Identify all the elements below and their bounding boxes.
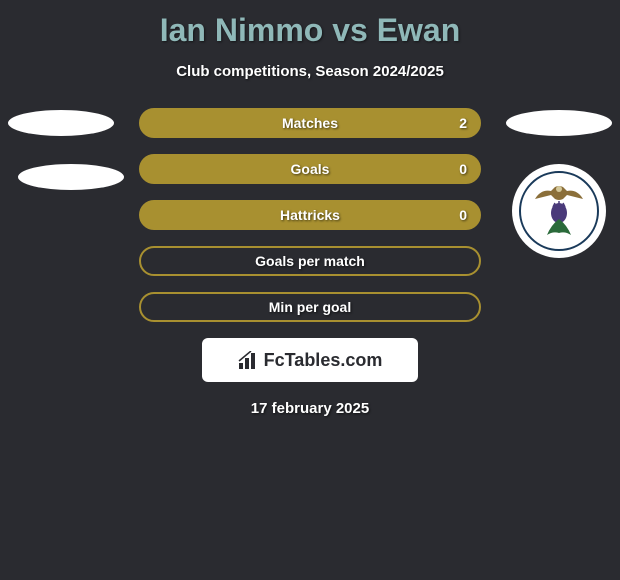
stat-bar-min-per-goal: Min per goal — [139, 292, 481, 322]
stat-value-right: 0 — [459, 207, 467, 223]
eagle-icon — [533, 181, 585, 203]
stats-container: Matches 2 Goals 0 Hattricks 0 Goals per … — [0, 108, 620, 322]
stat-label: Matches — [282, 115, 338, 131]
player-left-placeholder-1 — [8, 110, 114, 136]
site-logo-text: FcTables.com — [264, 350, 383, 371]
stat-bar-goals: Goals 0 — [139, 154, 481, 184]
page-title: Ian Nimmo vs Ewan — [0, 0, 620, 49]
player-left-placeholder-2 — [18, 164, 124, 190]
stat-label: Goals — [291, 161, 330, 177]
player-right-placeholder-1 — [506, 110, 612, 136]
stat-bar-matches: Matches 2 — [139, 108, 481, 138]
site-logo-box: FcTables.com — [202, 338, 418, 382]
stat-bar-hattricks: Hattricks 0 — [139, 200, 481, 230]
club-badge-right — [512, 164, 606, 258]
club-badge-inner — [519, 171, 599, 251]
site-logo: FcTables.com — [238, 350, 383, 371]
stat-value-right: 0 — [459, 161, 467, 177]
bar-chart-icon — [238, 351, 260, 369]
stat-bar-goals-per-match: Goals per match — [139, 246, 481, 276]
stat-label: Min per goal — [269, 299, 351, 315]
stat-label: Hattricks — [280, 207, 340, 223]
subtitle: Club competitions, Season 2024/2025 — [0, 63, 620, 80]
stat-value-right: 2 — [459, 115, 467, 131]
thistle-icon — [539, 201, 579, 241]
stat-label: Goals per match — [255, 253, 365, 269]
date-label: 17 february 2025 — [0, 400, 620, 417]
